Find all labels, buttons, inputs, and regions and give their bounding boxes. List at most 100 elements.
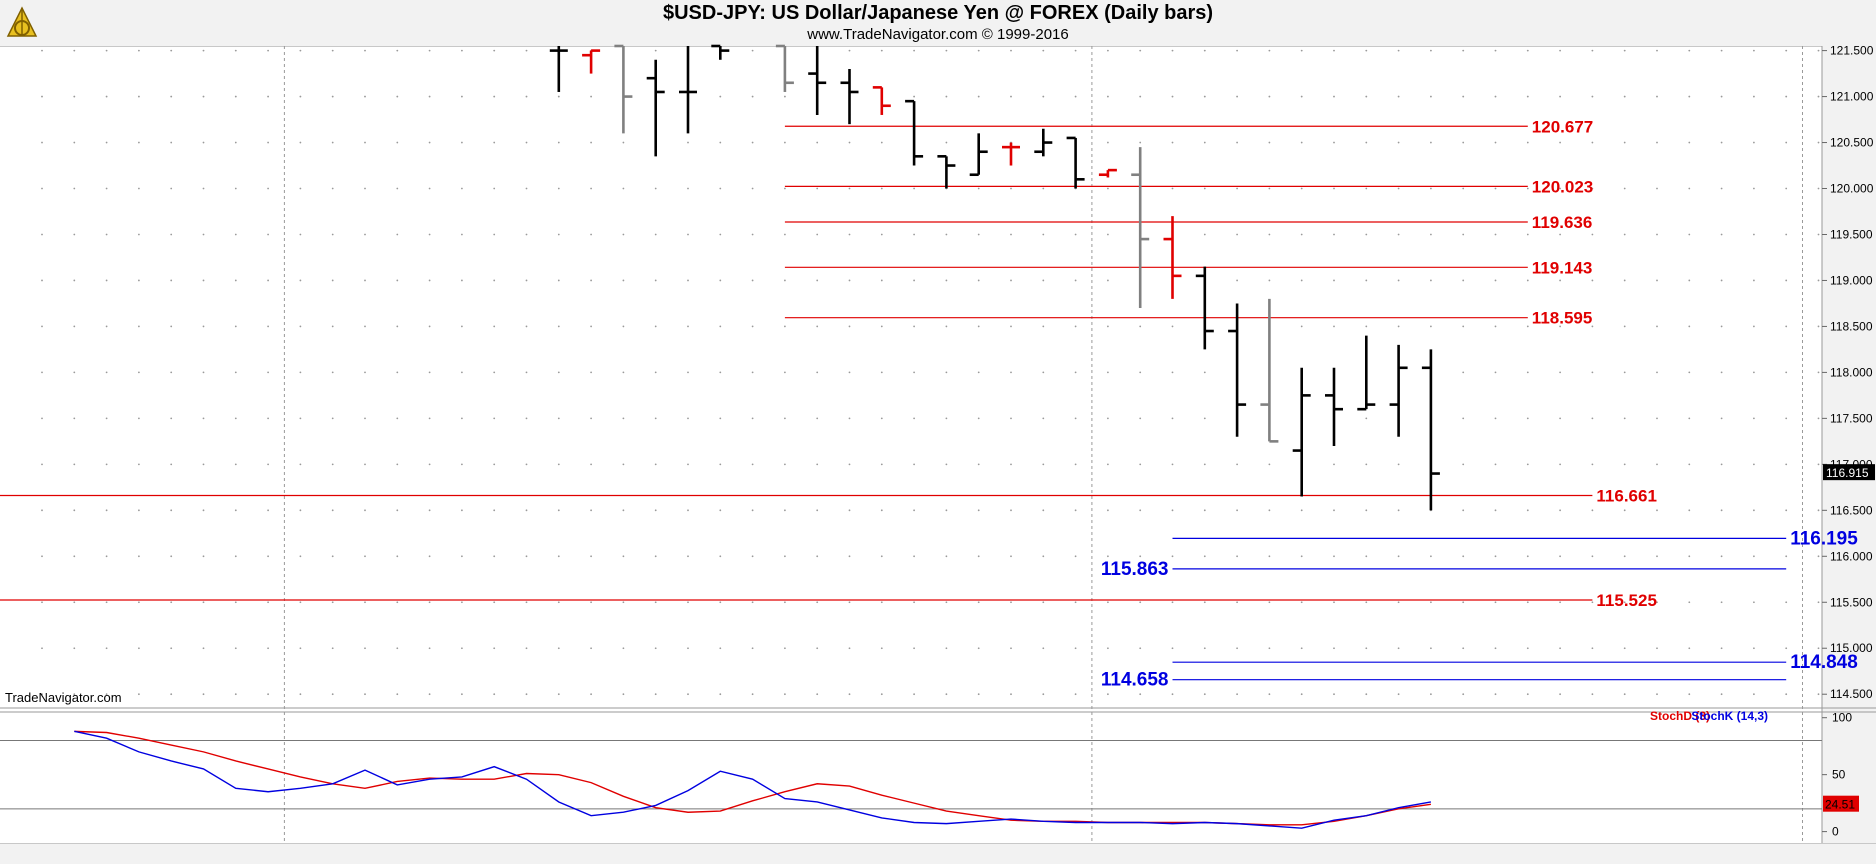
grid-dot <box>1526 95 1529 98</box>
grid-dot <box>525 279 528 282</box>
grid-dot <box>751 601 754 604</box>
grid-dot <box>622 233 625 236</box>
grid-dot <box>1333 555 1335 558</box>
grid-dot <box>1688 233 1691 236</box>
grid-dot <box>234 647 237 650</box>
ohlc-bar <box>775 44 794 92</box>
grid-dot <box>654 49 657 52</box>
stoch-tick-label: 0 <box>1832 825 1839 839</box>
grid-dot <box>1430 279 1432 282</box>
ohlc-bar <box>905 99 924 166</box>
level-label: 116.195 <box>1790 528 1858 549</box>
grid-dot <box>202 49 205 52</box>
brand-label: TradeNavigator.com <box>5 690 122 705</box>
grid-dot <box>170 49 173 52</box>
grid-dot <box>1656 141 1658 144</box>
grid-dot <box>1494 371 1497 374</box>
legend-stochk: StochK (14,3) <box>1691 709 1768 723</box>
grid-dot <box>41 233 43 236</box>
grid-dot <box>687 601 689 604</box>
level-label: 114.848 <box>1790 652 1858 673</box>
grid-dot <box>525 95 528 98</box>
grid-dot <box>234 141 237 144</box>
grid-dot <box>1656 233 1658 236</box>
grid-dot <box>1688 49 1691 52</box>
grid-dot <box>1462 555 1465 558</box>
grid-dot <box>1559 371 1561 374</box>
grid-dot <box>1268 187 1271 190</box>
grid-dot <box>751 555 754 558</box>
ohlc-bar <box>1260 298 1279 443</box>
grid-dot <box>1688 325 1691 328</box>
grid-dot <box>493 325 496 328</box>
grid-dot <box>1365 325 1368 328</box>
grid-dot <box>1365 187 1368 190</box>
grid-dot <box>848 509 851 512</box>
grid-dot <box>461 417 463 420</box>
grid-dot <box>977 371 980 374</box>
grid-dot <box>1010 463 1012 466</box>
grid-dot <box>1430 233 1432 236</box>
grid-dot <box>138 509 140 512</box>
grid-dot <box>1623 417 1626 420</box>
grid-dot <box>1010 693 1012 696</box>
grid-dot <box>1591 141 1594 144</box>
grid-dot <box>299 601 302 604</box>
grid-dot <box>1753 279 1755 282</box>
grid-dot <box>331 233 334 236</box>
grid-dot <box>525 233 528 236</box>
grid-dot <box>138 187 140 190</box>
grid-dot <box>687 693 689 696</box>
grid-dot <box>73 463 76 466</box>
grid-dot <box>1107 509 1109 512</box>
ohlc-bar <box>840 68 859 125</box>
grid-dot <box>267 141 269 144</box>
grid-dot <box>590 279 592 282</box>
ohlc-bar <box>1131 147 1150 309</box>
grid-dot <box>73 509 76 512</box>
grid-dot <box>719 371 722 374</box>
grid-dot <box>1236 49 1238 52</box>
grid-dot <box>1139 693 1142 696</box>
grid-dot <box>816 463 819 466</box>
grid-dot <box>364 693 366 696</box>
grid-dot <box>1720 49 1723 52</box>
grid-dot <box>784 647 786 650</box>
grid-dot <box>396 601 399 604</box>
grid-dot <box>1462 325 1465 328</box>
y-tick-label: 115.500 <box>1830 595 1873 609</box>
grid-dot <box>1720 463 1723 466</box>
grid-dot <box>299 141 302 144</box>
grid-dot <box>1623 279 1626 282</box>
grid-dot <box>1817 233 1820 236</box>
grid-dot <box>1753 555 1755 558</box>
grid-dot <box>41 555 43 558</box>
grid-dot <box>1591 95 1594 98</box>
grid-dot <box>1462 95 1465 98</box>
grid-dot <box>428 187 431 190</box>
grid-dot <box>1526 325 1529 328</box>
grid-dot <box>1656 463 1658 466</box>
grid-dot <box>364 463 366 466</box>
grid-dot <box>880 417 883 420</box>
grid-dot <box>428 555 431 558</box>
grid-dot <box>267 693 269 696</box>
grid-dot <box>41 95 43 98</box>
grid-dot <box>654 555 657 558</box>
grid-dot <box>913 463 915 466</box>
grid-dot <box>1333 509 1335 512</box>
grid-dot <box>1526 233 1529 236</box>
grid-dot <box>1817 95 1820 98</box>
grid-dot <box>170 187 173 190</box>
grid-dot <box>848 371 851 374</box>
level-label: 115.863 <box>1101 559 1169 580</box>
grid-dot <box>1720 693 1723 696</box>
grid-dot <box>1785 463 1788 466</box>
grid-dot <box>1720 325 1723 328</box>
grid-dot <box>331 417 334 420</box>
grid-dot <box>1430 95 1432 98</box>
grid-dot <box>1591 509 1594 512</box>
grid-dot <box>461 509 463 512</box>
grid-dot <box>105 647 108 650</box>
